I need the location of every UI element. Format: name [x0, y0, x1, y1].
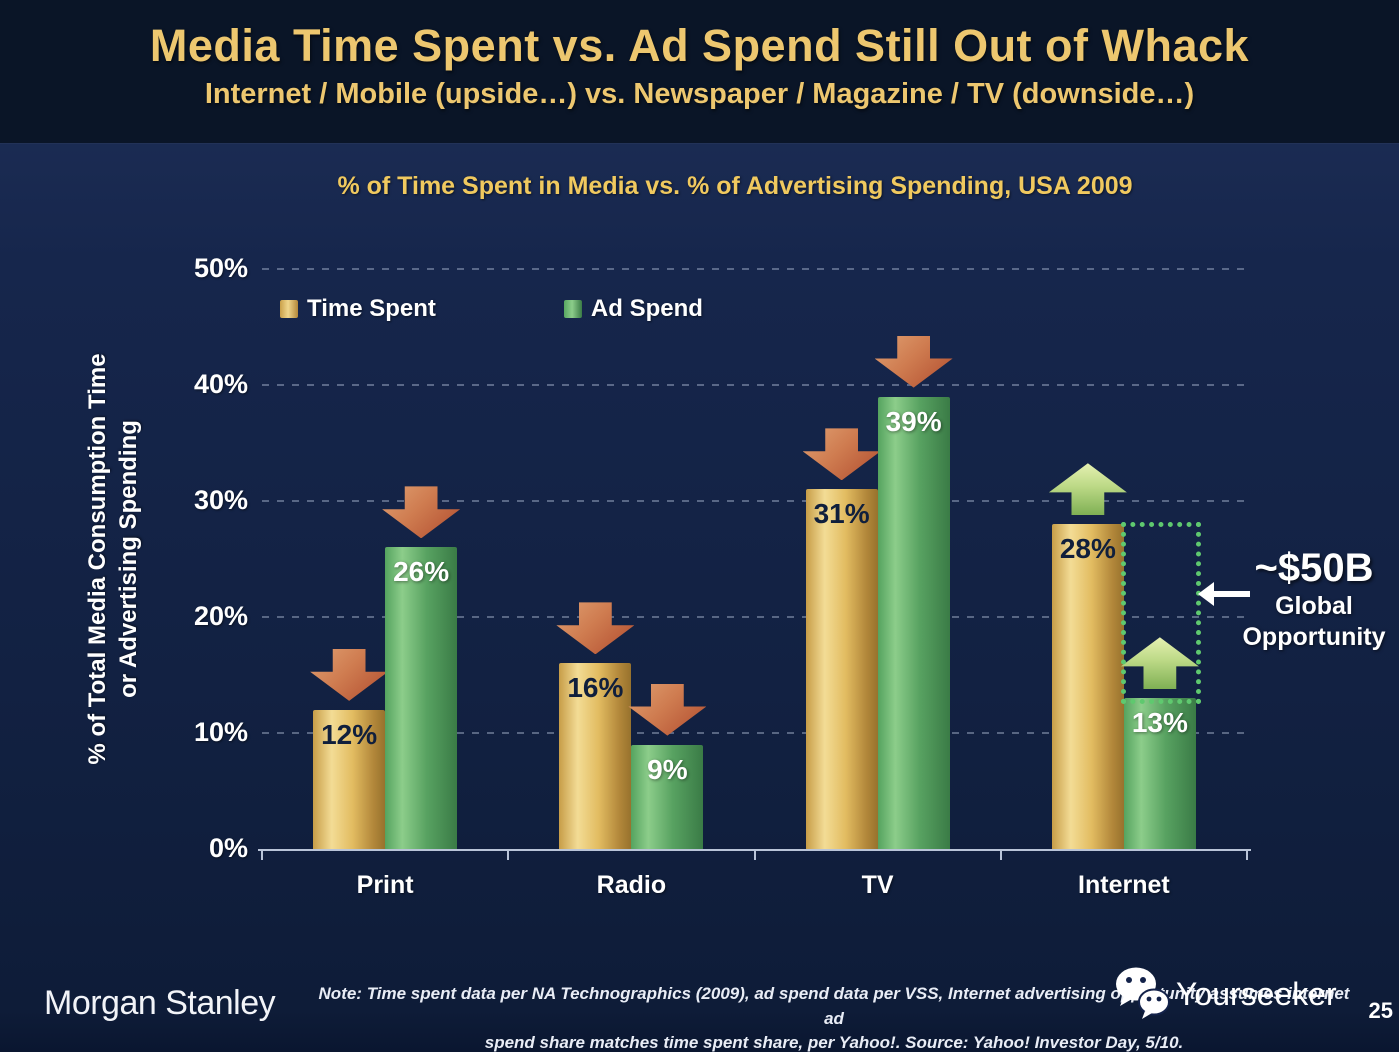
bar-group-print: 12% 26%	[262, 269, 508, 849]
bar-column-tv-time-spent: 31%	[802, 428, 881, 849]
bar-value-label: 9%	[647, 753, 688, 785]
category-label-print: Print	[356, 871, 414, 899]
legend-label-ad-spend: Ad Spend	[590, 295, 703, 322]
bar-group-radio: 16% 9%	[508, 269, 754, 849]
category-label-tv: TV	[861, 871, 894, 899]
opportunity-label-line1: Global	[1275, 592, 1353, 620]
left-arrow-icon	[1198, 582, 1250, 606]
bar-group-internet: 28% 13%	[1001, 269, 1247, 849]
bar-value-label: 16%	[567, 672, 624, 704]
y-tick-label-20: 20%	[193, 601, 248, 631]
bar-value-label: 13%	[1131, 707, 1188, 739]
opportunity-value: ~$50B	[1254, 546, 1374, 590]
y-tick-label-40: 40%	[193, 369, 248, 399]
category-label-internet: Internet	[1078, 871, 1170, 899]
x-axis-line	[258, 849, 1251, 851]
source-note-line2: spend share matches time spent share, pe…	[484, 1033, 1184, 1052]
gridline-10pct	[262, 732, 1247, 734]
x-axis-tick	[999, 851, 1002, 860]
bar-column-internet-time-spent: 28%	[1048, 463, 1127, 849]
y-tick-label-30: 30%	[193, 485, 248, 515]
bar-column-radio-time-spent: 16%	[556, 602, 635, 849]
y-axis-label-line2: or Advertising Spending	[115, 420, 143, 698]
global-opportunity-annotation: ~$50B Global Opportunity	[1236, 546, 1392, 654]
bar-internet-ad-spend: 13%	[1123, 698, 1196, 849]
y-tick-label-0: 0%	[208, 833, 248, 863]
down-arrow-icon	[556, 602, 635, 655]
bar-column-print-ad-spend: 26%	[382, 486, 461, 849]
down-arrow-icon	[310, 648, 389, 701]
y-tick-label-50: 50%	[193, 253, 248, 283]
bar-value-label: 12%	[321, 718, 378, 750]
opportunity-label-line2: Opportunity	[1242, 623, 1386, 652]
ad-spend-swatch-icon	[563, 300, 582, 318]
bar-column-internet-ad-spend: 13%	[1120, 637, 1199, 849]
gridline-20pct	[262, 616, 1247, 618]
bar-group-tv: 31% 39%	[755, 269, 1001, 849]
watermark-text: Yourseeker	[1176, 975, 1337, 1012]
bar-column-radio-ad-spend: 9%	[628, 683, 707, 849]
up-arrow-icon	[1048, 463, 1127, 516]
chart-legend: Time Spent Ad Spend	[280, 295, 703, 323]
chart-title: % of Time Spent in Media vs. % of Advert…	[337, 172, 1133, 200]
legend-item-time-spent: Time Spent	[280, 295, 436, 323]
bar-tv-time-spent: 31%	[805, 489, 878, 849]
wechat-icon	[1116, 967, 1170, 1019]
bar-print-time-spent: 12%	[313, 709, 386, 849]
watermark: Yourseeker	[1112, 966, 1337, 1022]
slide-subtitle: Internet / Mobile (upside…) vs. Newspape…	[204, 78, 1195, 110]
bar-tv-ad-spend: 39%	[877, 396, 950, 849]
bar-radio-time-spent: 16%	[559, 663, 632, 849]
bar-column-print-time-spent: 12%	[310, 648, 389, 849]
x-axis-tick	[261, 851, 263, 860]
gridline-30pct	[262, 500, 1247, 502]
y-axis-label: % of Total Media Consumption Time or Adv…	[82, 259, 146, 859]
bar-value-label: 26%	[393, 556, 450, 588]
bar-internet-time-spent: 28%	[1051, 524, 1124, 849]
bar-value-label: 31%	[813, 498, 870, 530]
slide-header: Media Time Spent vs. Ad Spend Still Out …	[0, 0, 1399, 144]
category-label-radio: Radio	[596, 871, 667, 899]
gridline-40pct	[262, 384, 1247, 386]
x-axis-tick	[507, 851, 510, 860]
bar-column-tv-ad-spend: 39%	[874, 335, 953, 849]
legend-label-time-spent: Time Spent	[307, 295, 436, 322]
slide-title: Media Time Spent vs. Ad Spend Still Out …	[149, 20, 1250, 71]
down-arrow-icon	[802, 428, 881, 481]
bar-radio-ad-spend: 9%	[631, 744, 704, 849]
source-note-line1: Note: Time spent data per NA Technograph…	[318, 984, 1350, 1028]
time-spent-swatch-icon	[280, 300, 298, 318]
morgan-stanley-logo: Morgan Stanley	[44, 984, 276, 1022]
bar-chart-plot-area: % of Total Media Consumption Time or Adv…	[84, 253, 1251, 899]
down-arrow-icon	[382, 486, 461, 539]
legend-item-ad-spend: Ad Spend	[563, 295, 703, 323]
source-note: Note: Time spent data per NA Technograph…	[318, 982, 1350, 1052]
x-axis-tick	[753, 851, 756, 860]
down-arrow-icon	[628, 683, 707, 736]
bar-value-label: 28%	[1059, 533, 1116, 565]
opportunity-dotted-box	[1120, 522, 1201, 705]
bar-value-label: 39%	[885, 405, 942, 437]
x-axis-tick	[1246, 851, 1248, 860]
down-arrow-icon	[874, 335, 953, 388]
bar-print-ad-spend: 26%	[385, 547, 458, 849]
page-number: 25	[1368, 998, 1393, 1023]
gridline-50pct	[262, 268, 1247, 270]
y-axis-label-line1: % of Total Media Consumption Time	[84, 353, 111, 765]
y-tick-label-10: 10%	[193, 717, 248, 747]
